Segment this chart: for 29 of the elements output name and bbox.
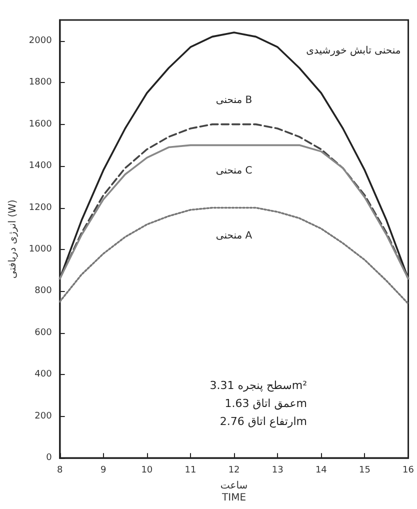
line-series	[58, 206, 410, 305]
y-tick-label: 600	[34, 328, 52, 338]
x-tick-label: 9	[100, 466, 106, 476]
y-axis-title: انرژی دریافتی (W)	[8, 199, 18, 279]
text: منحنی A	[216, 230, 252, 242]
annotation: سطح پنجره 3.31m²	[210, 379, 308, 392]
y-tick-label: 1800	[28, 78, 52, 88]
x-tick-label: 10	[141, 466, 153, 476]
x-tick-label: 15	[358, 466, 370, 476]
annotation: عمق اتاق 1.63m	[224, 397, 308, 410]
y-tick-label: 800	[34, 286, 52, 296]
y-tick-label: 0	[46, 453, 52, 464]
y-tick-label: 200	[34, 411, 52, 422]
series-label: منحنی B	[216, 94, 252, 106]
y-tick-label: 1400	[28, 161, 52, 172]
annotation: ارتفاع اتاق 2.76m	[220, 415, 308, 428]
x-tick-label: 8	[56, 466, 63, 476]
series-label: منحنی تابش خورشیدی	[306, 46, 401, 57]
x-tick-label: 12	[228, 466, 240, 476]
y-tick-label: 400	[34, 370, 52, 380]
x-tick-label: 14	[315, 466, 328, 476]
x-tick-label: 16	[402, 466, 414, 476]
x-tick-label: 13	[272, 466, 284, 476]
y-tick-label: 1200	[28, 202, 52, 213]
x-tick-label: 11	[184, 466, 196, 476]
y-tick-label: 1000	[28, 244, 52, 254]
text: منحنی C	[216, 166, 252, 177]
y-tick-label: 2000	[28, 36, 52, 46]
y-tick-label: 1600	[28, 119, 52, 130]
